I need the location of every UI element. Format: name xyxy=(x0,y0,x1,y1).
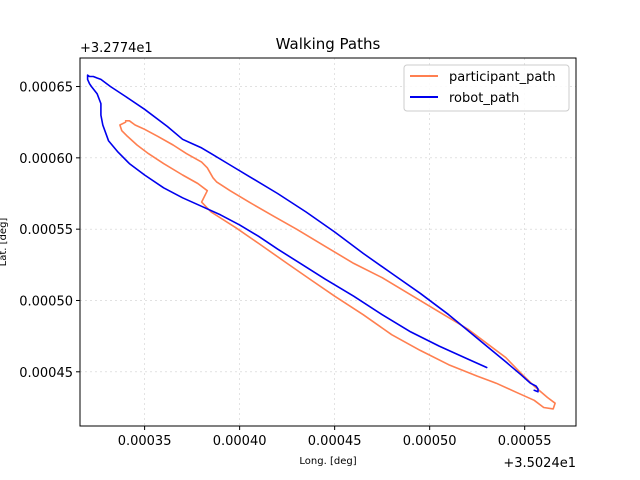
x-offset-label: +3.5024e1 xyxy=(503,456,576,471)
y-tick-label: 0.00060 xyxy=(19,152,73,167)
x-axis-label: Long. [deg] xyxy=(299,456,356,467)
x-tick-label: 0.00045 xyxy=(308,434,362,449)
x-tick-label: 0.00050 xyxy=(403,434,457,449)
legend-label-robot-path: robot_path xyxy=(449,91,519,106)
plot-frame xyxy=(79,57,577,427)
y-tick-label: 0.00045 xyxy=(19,366,73,381)
chart-title: Walking Paths xyxy=(276,35,381,53)
series-line-participant-path xyxy=(119,120,556,410)
y-tick-label: 0.00055 xyxy=(19,223,73,238)
grid xyxy=(80,58,576,426)
series-line-robot-path xyxy=(86,74,539,393)
x-tick-label: 0.00035 xyxy=(118,434,172,449)
series-group xyxy=(86,74,556,410)
y-axis-label: Lat. [deg] xyxy=(0,218,9,267)
legend: participant_path robot_path xyxy=(403,64,570,112)
legend-label-participant-path: participant_path xyxy=(449,70,556,85)
x-ticks: 0.00035 0.00040 0.00045 0.00050 0.00055 xyxy=(118,426,552,449)
x-tick-label: 0.00055 xyxy=(498,434,552,449)
y-ticks: 0.00045 0.00050 0.00055 0.00060 0.00065 xyxy=(19,81,80,381)
x-tick-label: 0.00040 xyxy=(213,434,267,449)
y-tick-label: 0.00050 xyxy=(19,294,73,309)
legend-box xyxy=(403,64,570,112)
y-tick-label: 0.00065 xyxy=(19,81,73,96)
y-offset-label: +3.2774e1 xyxy=(80,41,153,56)
